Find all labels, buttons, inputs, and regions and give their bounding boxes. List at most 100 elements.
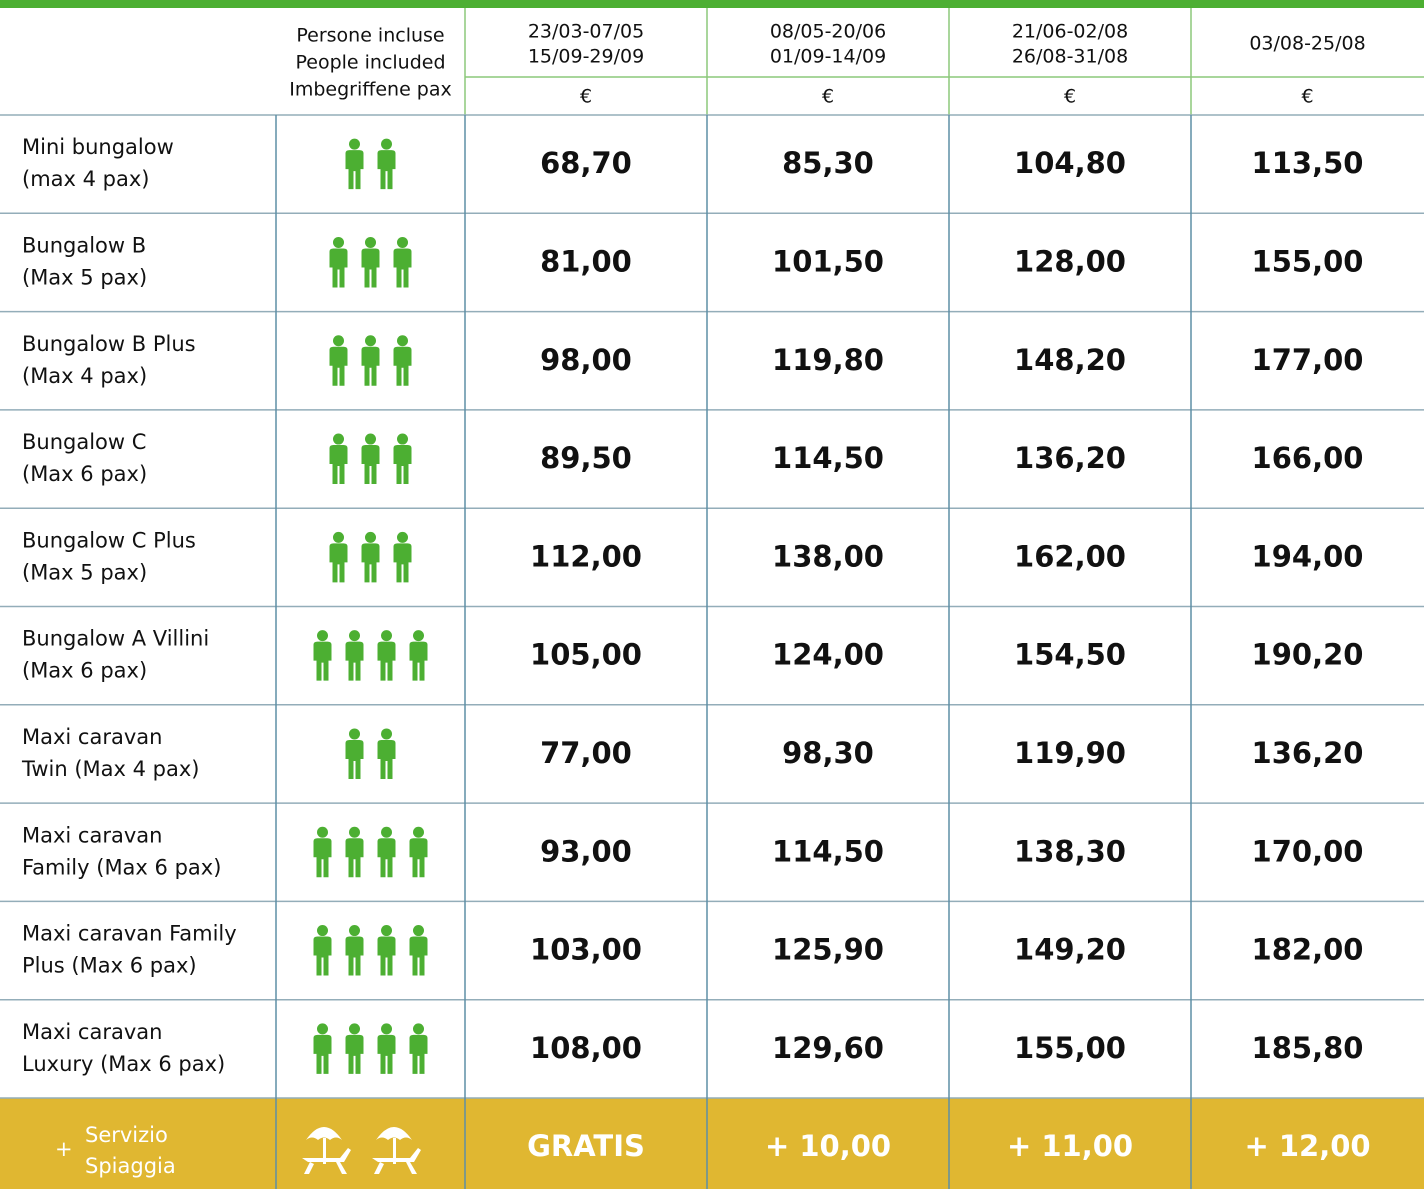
row-name: (Max 6 pax) (22, 659, 147, 683)
row-name: (Max 5 pax) (22, 265, 147, 289)
price: 128,00 (1014, 244, 1126, 278)
price: 136,20 (1252, 736, 1364, 770)
person-icon (329, 236, 348, 288)
row-name: Maxi caravan (22, 823, 162, 847)
row-name: Plus (Max 6 pax) (22, 954, 197, 978)
currency-label: € (1064, 86, 1076, 108)
person-icon (313, 925, 332, 976)
price: 89,50 (540, 441, 632, 475)
people-icons (329, 433, 412, 485)
price: 177,00 (1252, 343, 1364, 377)
price: 119,80 (772, 343, 884, 377)
price: 136,20 (1014, 441, 1126, 475)
footer-label: Servizio (85, 1123, 168, 1147)
person-icon (377, 138, 396, 190)
price: 149,20 (1014, 933, 1126, 967)
period-label: 26/08-31/08 (1012, 46, 1128, 68)
row-name: Maxi caravan Family (22, 922, 237, 946)
row-name: Bungalow B (22, 233, 146, 257)
price: 114,50 (772, 834, 884, 868)
period-label: 21/06-02/08 (1012, 21, 1128, 43)
footer-price: GRATIS (527, 1129, 645, 1163)
row-name: (max 4 pax) (22, 167, 149, 191)
price: 98,00 (540, 343, 632, 377)
people-icons (329, 531, 412, 583)
people-icons (313, 630, 428, 681)
price: 155,00 (1252, 244, 1364, 278)
row-name: Bungalow A Villini (22, 627, 209, 651)
row-name: (Max 4 pax) (22, 364, 147, 388)
period-label: 23/03-07/05 (528, 21, 644, 43)
person-icon (409, 630, 428, 681)
row-name: Bungalow C Plus (22, 528, 196, 552)
row-name: Mini bungalow (22, 135, 174, 159)
currency-label: € (822, 86, 834, 108)
price: 170,00 (1252, 834, 1364, 868)
person-icon (361, 531, 380, 583)
person-icon (377, 826, 396, 878)
price: 113,50 (1252, 146, 1364, 180)
row-name: Luxury (Max 6 pax) (22, 1052, 225, 1076)
price: 194,00 (1252, 539, 1364, 573)
person-icon (409, 1023, 428, 1074)
period-label: 08/05-20/06 (770, 21, 886, 43)
people-icons (313, 1023, 428, 1074)
footer-price: + 11,00 (1007, 1129, 1133, 1163)
price: 103,00 (530, 933, 642, 967)
people-icons (329, 236, 412, 288)
period-label: 03/08-25/08 (1249, 33, 1365, 55)
price: 185,80 (1252, 1031, 1364, 1065)
footer-band (0, 1098, 1424, 1189)
row-name: Twin (Max 4 pax) (21, 757, 200, 781)
people-label: Persone incluse (296, 25, 444, 47)
price: 138,00 (772, 539, 884, 573)
person-icon (345, 728, 364, 779)
price: 166,00 (1252, 441, 1364, 475)
top-bar (0, 0, 1424, 8)
people-label: People included (295, 52, 445, 74)
person-icon (361, 335, 380, 386)
person-icon (377, 1023, 396, 1074)
period-label: 15/09-29/09 (528, 46, 644, 68)
person-icon (361, 236, 380, 288)
price: 154,50 (1014, 638, 1126, 672)
person-icon (377, 728, 396, 779)
price: 68,70 (540, 146, 632, 180)
people-icons (329, 335, 412, 386)
person-icon (313, 1023, 332, 1074)
price: 112,00 (530, 539, 642, 573)
price: 81,00 (540, 244, 632, 278)
people-icons (345, 138, 396, 190)
person-icon (345, 1023, 364, 1074)
row-name: Maxi caravan (22, 725, 162, 749)
price: 104,80 (1014, 146, 1126, 180)
price: 119,90 (1014, 736, 1126, 770)
person-icon (393, 335, 412, 386)
person-icon (393, 433, 412, 485)
row-name: Bungalow C (22, 430, 146, 454)
person-icon (345, 925, 364, 976)
price: 93,00 (540, 834, 632, 868)
price: 129,60 (772, 1031, 884, 1065)
person-icon (361, 433, 380, 485)
person-icon (409, 925, 428, 976)
footer-price: + 10,00 (765, 1129, 891, 1163)
footer-label: Spiaggia (85, 1154, 176, 1178)
price: 148,20 (1014, 343, 1126, 377)
currency-label: € (1301, 86, 1313, 108)
person-icon (345, 826, 364, 878)
person-icon (345, 138, 364, 190)
footer-plus: + (55, 1137, 73, 1161)
row-name: Maxi caravan (22, 1020, 162, 1044)
row-name: (Max 6 pax) (22, 462, 147, 486)
person-icon (393, 236, 412, 288)
price: 138,30 (1014, 834, 1126, 868)
price: 162,00 (1014, 539, 1126, 573)
people-icons (313, 826, 428, 878)
person-icon (329, 335, 348, 386)
price: 190,20 (1252, 638, 1364, 672)
person-icon (329, 433, 348, 485)
person-icon (313, 826, 332, 878)
row-name: (Max 5 pax) (22, 560, 147, 584)
price: 85,30 (782, 146, 874, 180)
